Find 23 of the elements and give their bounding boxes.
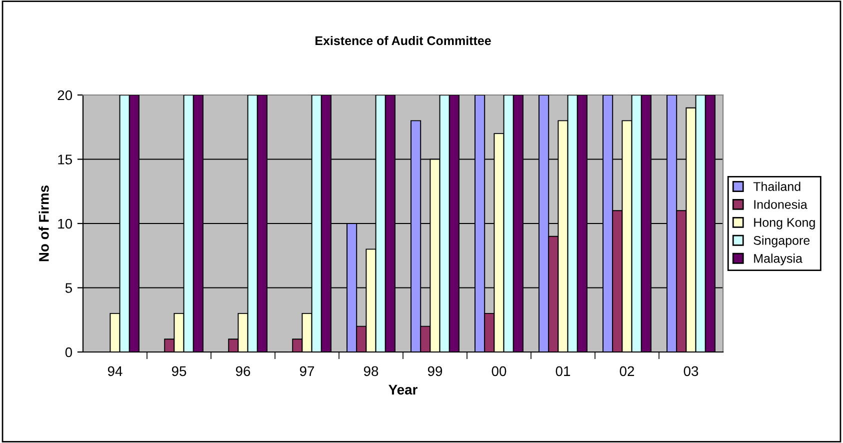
- y-axis-title: No of Firms: [38, 185, 49, 262]
- chart-title: Existence of Audit Committee: [316, 36, 491, 46]
- y-tick-label: 0: [65, 347, 72, 358]
- x-tick-label: 02: [620, 366, 634, 376]
- legend-label: Singapore: [754, 236, 810, 248]
- x-tick-label: 99: [428, 366, 442, 376]
- x-tick-label: 94: [108, 366, 122, 376]
- x-tick-label: 00: [492, 366, 506, 376]
- x-tick-label: 97: [300, 366, 314, 376]
- x-tick-label: 98: [364, 366, 378, 376]
- y-tick-label: 20: [58, 90, 72, 100]
- x-tick-label: 03: [684, 366, 698, 376]
- y-tick-label: 5: [65, 283, 72, 293]
- legend-label: Malaysia: [754, 254, 802, 266]
- x-tick-label: 95: [172, 366, 186, 376]
- legend-label: Indonesia: [754, 200, 808, 209]
- y-tick-label: 15: [58, 154, 72, 164]
- y-tick-label: 10: [58, 218, 72, 229]
- x-axis-title: Year: [388, 384, 418, 395]
- legend-label: Thailand: [753, 182, 800, 191]
- x-tick-label: 96: [236, 366, 250, 376]
- legend-label: Hong Kong: [754, 218, 815, 230]
- x-tick-label: 01: [556, 366, 570, 376]
